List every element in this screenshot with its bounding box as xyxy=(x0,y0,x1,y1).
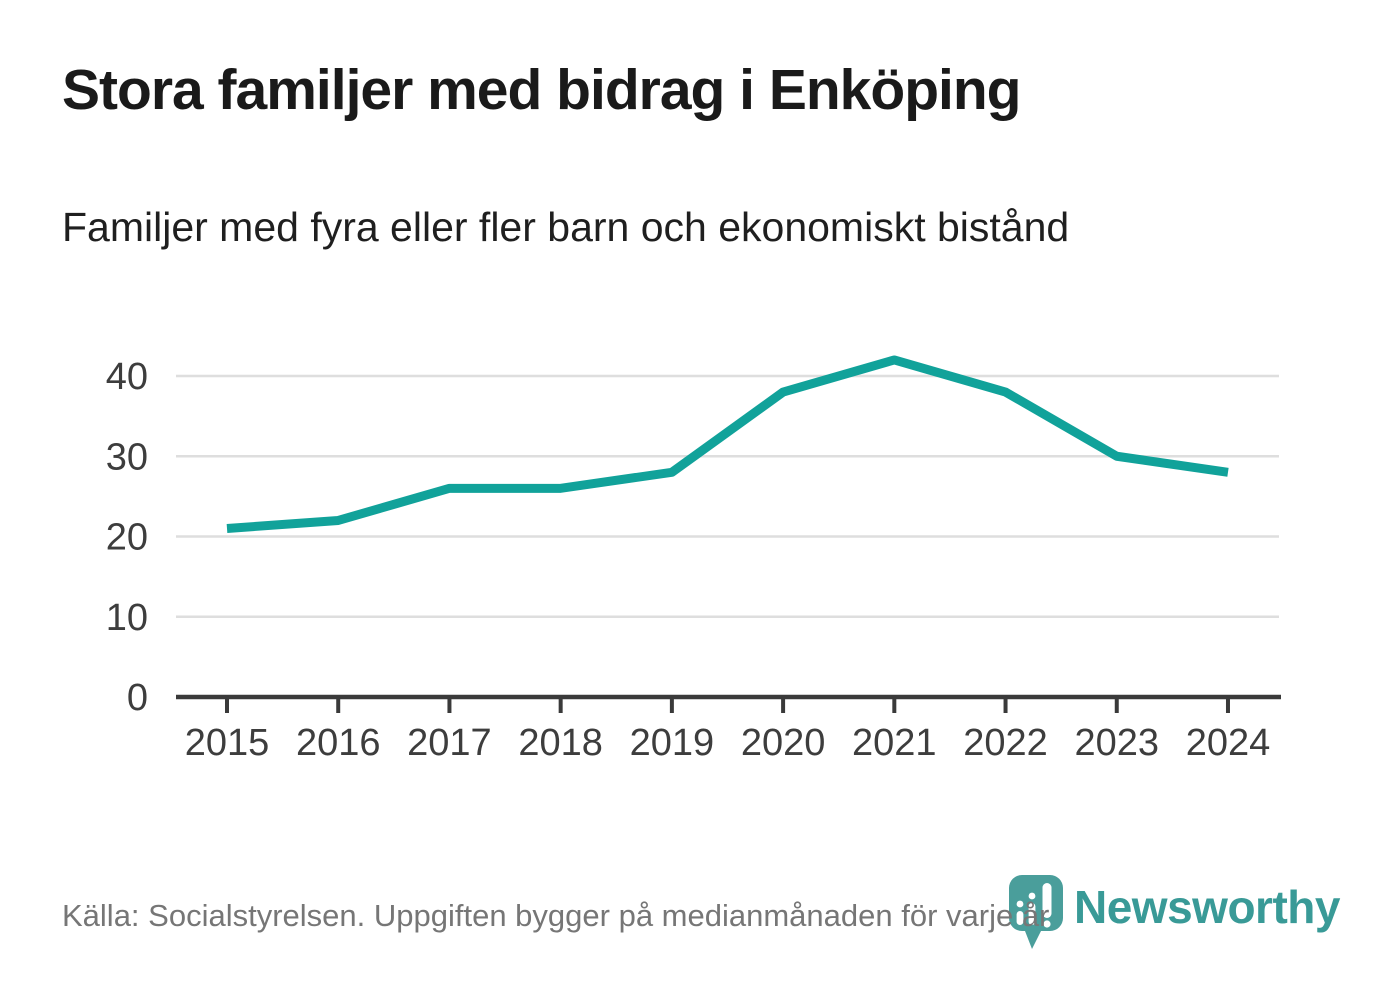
y-axis-label-40: 40 xyxy=(106,356,148,398)
x-axis-label-2016: 2016 xyxy=(296,722,381,764)
chart-subtitle: Familjer med fyra eller fler barn och ek… xyxy=(62,204,1070,250)
x-axis-label-2024: 2024 xyxy=(1186,722,1271,764)
x-axis-label-2019: 2019 xyxy=(630,722,715,764)
newsworthy-wordmark: Newsworthy xyxy=(1074,881,1340,933)
y-axis-label-0: 0 xyxy=(127,677,148,719)
logo-dot xyxy=(1016,900,1024,908)
logo-bar-small xyxy=(1016,911,1024,925)
logo-dot xyxy=(1028,892,1036,900)
data-line-series-0 xyxy=(226,355,1229,533)
x-axis-label-2021: 2021 xyxy=(852,722,937,764)
logo-dot xyxy=(1043,920,1051,928)
y-axis-label-20: 20 xyxy=(106,517,148,559)
x-axis-label-2022: 2022 xyxy=(963,722,1048,764)
x-axis-label-2023: 2023 xyxy=(1074,722,1159,764)
y-axis-label-30: 30 xyxy=(106,436,148,478)
newsworthy-logo: Newsworthy xyxy=(1008,874,1340,952)
x-axis-label-2018: 2018 xyxy=(518,722,603,764)
x-axis-label-2015: 2015 xyxy=(185,722,270,764)
logo-bar-tall xyxy=(1042,883,1052,918)
x-axis-label-2017: 2017 xyxy=(407,722,492,764)
y-axis-label-10: 10 xyxy=(106,597,148,639)
newsworthy-bar-chart-pin-icon xyxy=(1009,875,1063,949)
line-chart-plot-area: 0 10 20 30 40 2015 2016 2017 2018 2019 2020 2021 202… xyxy=(106,355,1281,764)
x-axis-label-2020: 2020 xyxy=(741,722,826,764)
chart-title: Stora familjer med bidrag i Enköping xyxy=(62,58,1021,122)
logo-bar-medium xyxy=(1028,903,1036,925)
source-attribution: Källa: Socialstyrelsen. Uppgiften bygger… xyxy=(62,898,1050,933)
